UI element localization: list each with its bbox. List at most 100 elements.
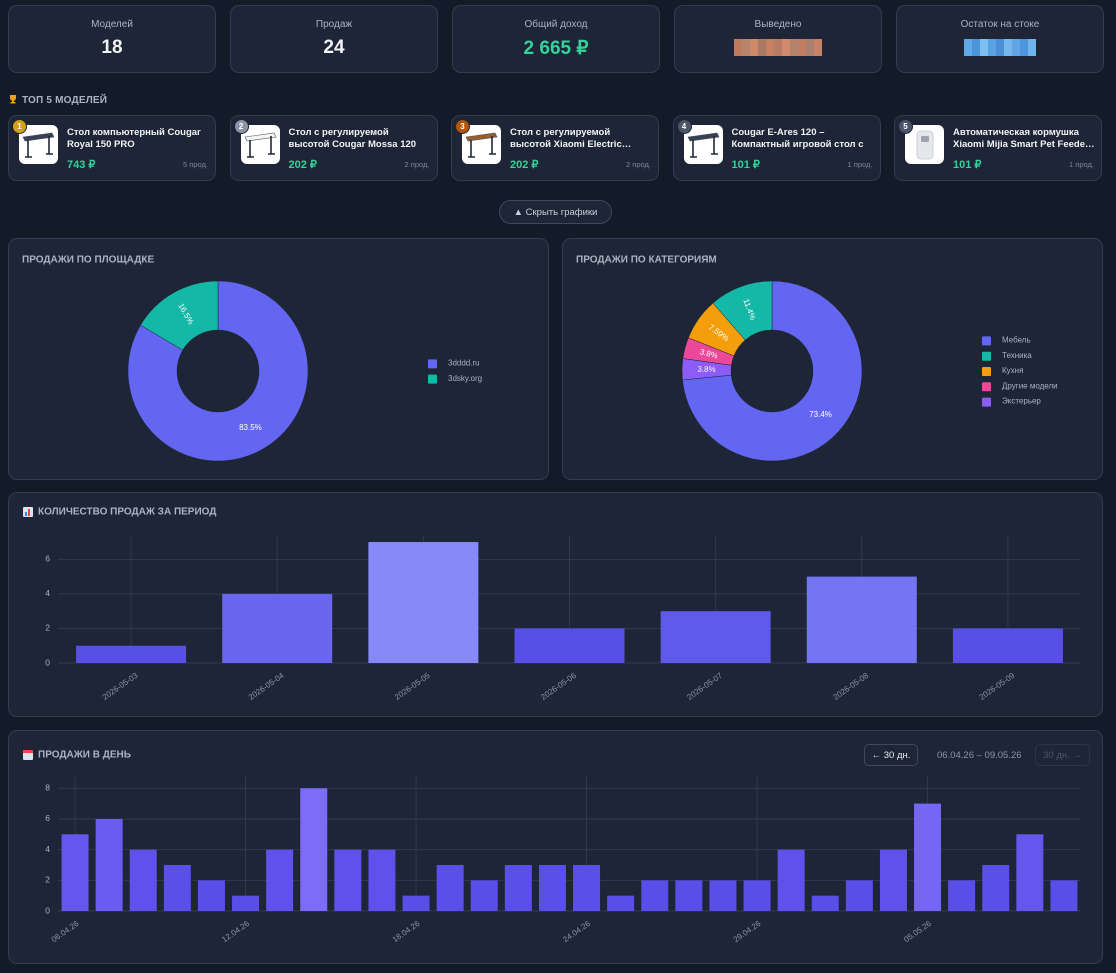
blurred-value (734, 39, 822, 56)
y-tick-label: 6 (45, 813, 50, 823)
blur-pixel (988, 39, 996, 56)
model-name: Автоматическая кормушка Xiaomi Mijia Sma… (953, 127, 1089, 150)
stat-label: Остаток на стоке (960, 19, 1040, 30)
blur-pixel (806, 39, 814, 56)
blur-pixel (782, 39, 790, 56)
top-title: ТОП 5 МОДЕЛЕЙ (22, 95, 108, 106)
desk-top (687, 132, 719, 142)
chart-title: ПРОДАЖИ ПО ПЛОЩАДКЕ (22, 255, 154, 266)
legend-swatch (982, 382, 991, 392)
bar (675, 880, 703, 911)
bar (76, 645, 187, 663)
legend-swatch (982, 367, 991, 376)
x-tick-label: 2026-05-09 (978, 671, 1017, 702)
top-title-row: ТОП 5 МОДЕЛЕЙ (8, 94, 107, 106)
legend-swatch (982, 336, 991, 346)
blur-pixel (1004, 39, 1012, 56)
model-price: 101 ₽ (953, 159, 982, 171)
toggle-charts-button[interactable]: ▲ Скрыть графики (499, 200, 612, 224)
pie-slice (682, 280, 863, 462)
feeder (916, 130, 934, 160)
pie-card: ПРОДАЖИ ПО ПЛОЩАДКЕ 83.5% 16.5% 3dddd.ru 3d… (8, 238, 549, 480)
bar (845, 880, 873, 911)
x-tick-label: 2026-05-07 (685, 671, 724, 702)
bar (660, 611, 771, 663)
bar-card: ПРОДАЖИ В ДЕНЬ 0 2 4 6 8 06.04.26 12.04.26 18.0… (8, 730, 1103, 964)
x-tick-label: 2026-05-06 (539, 671, 578, 702)
pie-slice (682, 337, 735, 366)
bar (879, 849, 907, 911)
y-tick-label: 2 (45, 875, 50, 885)
model-price: 743 ₽ (67, 159, 96, 171)
bar (777, 849, 805, 911)
model-name: Стол с регулируемой высотой Cougar Mossa… (288, 127, 417, 150)
y-tick-label: 0 (45, 657, 50, 667)
x-tick-label: 2026-05-04 (247, 671, 286, 702)
top-model-card: 4 Cougar E-Ares 120 – Компактный игровой … (672, 115, 881, 181)
model-sales: 1 прод. (847, 160, 873, 169)
bar (806, 576, 917, 663)
desk-legs (25, 136, 53, 158)
slice-label: 73.4% (809, 410, 832, 419)
stat-card: Общий доход 2 665 ₽ (452, 5, 660, 73)
x-tick-label: 12.04.26 (220, 919, 251, 945)
bar (607, 895, 635, 911)
model-price: 101 ₽ (731, 159, 760, 171)
prev-period-button[interactable]: ← 30 дн. (864, 744, 918, 766)
feeder-window (921, 136, 929, 142)
top-model-card: 1 Стол компьютерный Cougar Royal 150 PRO 7… (8, 115, 216, 181)
model-sales: 2 прод. (626, 160, 651, 169)
chart: ПРОДАЖИ ПО КАТЕГОРИЯМ 73.4%11.4%7.59%3.8… (576, 255, 1058, 462)
blur-pixel (734, 39, 742, 56)
bar (982, 864, 1010, 911)
stat-card: Моделей 18 (8, 5, 216, 73)
legend-label: 3dsky.org (448, 374, 482, 383)
blur-pixel (964, 39, 972, 56)
bar (952, 628, 1063, 663)
stat-label: Общий доход (524, 19, 588, 30)
bar (948, 880, 976, 911)
y-tick-label: 0 (45, 905, 50, 915)
pie-card: ПРОДАЖИ ПО КАТЕГОРИЯМ 73.4% 11.4% 7.59% 3.8… (562, 238, 1103, 480)
blur-pixel (766, 39, 774, 56)
stat-value: 2 665 ₽ (523, 38, 589, 59)
model-sales: 1 прод. (1069, 160, 1094, 169)
thumbnail-image (244, 132, 276, 158)
bar (129, 849, 157, 911)
thumbnail-image (22, 132, 55, 158)
stat-card: Остаток на стоке (896, 5, 1104, 73)
bar (436, 864, 464, 911)
top-model-card: 5 Автоматическая кормушка Xiaomi Mijia Sm… (894, 115, 1102, 181)
model-name: Стол с регулируемой высотой Xiaomi Elect… (510, 127, 622, 150)
desk-legs (689, 136, 718, 158)
rank-badge: 4 (676, 119, 692, 134)
bar (368, 542, 479, 663)
x-tick-label: 2026-05-03 (101, 671, 140, 702)
blur-pixel (798, 39, 806, 56)
bar (514, 628, 625, 663)
pie-slice (681, 358, 732, 381)
desk-legs (468, 136, 496, 158)
slice-label: 3.8% (699, 347, 719, 360)
y-tick-label: 6 (45, 554, 50, 564)
next-period-button[interactable]: 30 дн. → (1035, 744, 1090, 766)
bar (163, 864, 191, 911)
bar (504, 864, 532, 911)
bar (811, 895, 839, 911)
blur-pixel (1012, 39, 1020, 56)
bar (222, 593, 333, 663)
stat-card: Продаж 24 (230, 5, 438, 73)
thumbnail (19, 125, 58, 164)
blur-pixel (980, 39, 988, 56)
bar (368, 849, 396, 911)
model-sales: 2 прод. (404, 160, 430, 169)
legend-swatch (982, 351, 991, 361)
chart-icon-bar (25, 512, 27, 516)
bar (402, 895, 430, 911)
blur-pixel (790, 39, 798, 56)
x-tick-label: 2026-05-05 (393, 671, 432, 702)
bar (95, 818, 123, 911)
y-tick-label: 2 (45, 623, 50, 633)
pie-slice (127, 280, 309, 462)
